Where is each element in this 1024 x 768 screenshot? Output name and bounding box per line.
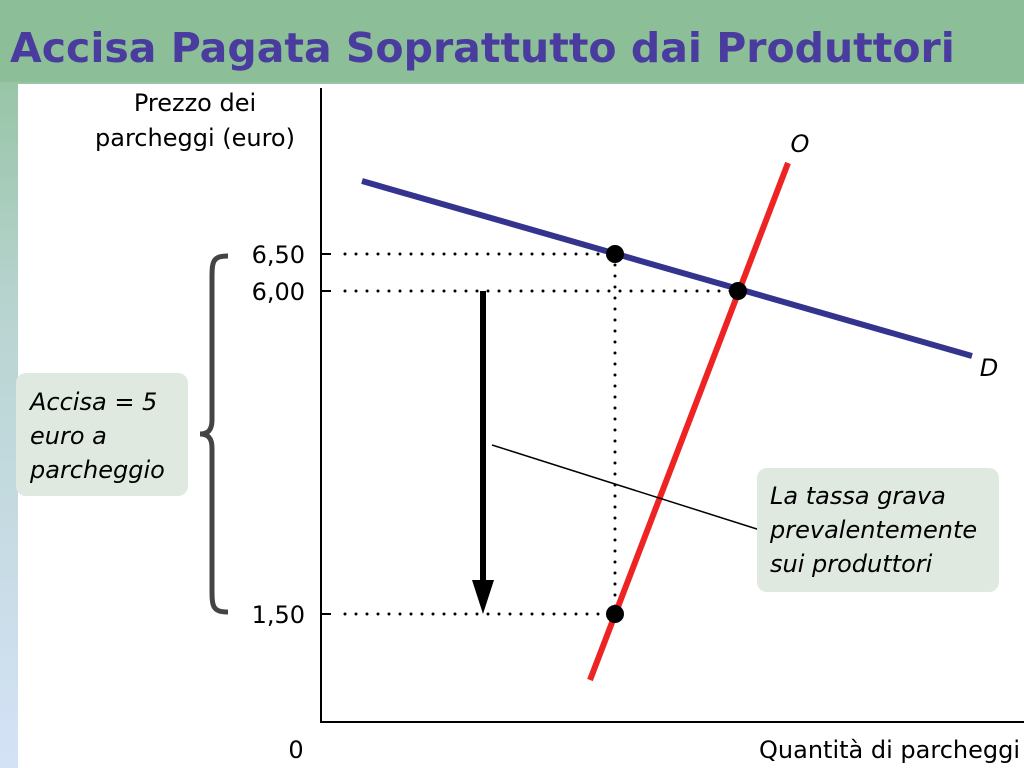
origin-label: 0: [288, 736, 303, 764]
title: Accisa Pagata Soprattutto dai Produttori: [10, 24, 955, 72]
y-axis-label: Prezzo dei: [134, 89, 256, 117]
note-box: [757, 468, 999, 592]
title-bar: [0, 0, 1024, 82]
demand-label: D: [980, 354, 998, 382]
demand-curve: [361, 178, 973, 359]
price-label: 6,50: [252, 241, 305, 269]
tax-box: [16, 373, 188, 496]
guide-lines: [343, 252, 740, 616]
supply-curve: [587, 161, 791, 682]
price-label: 1,50: [252, 601, 305, 629]
y-axis-label: parcheggi (euro): [95, 124, 295, 152]
arrow-head: [472, 580, 494, 614]
ticks: [321, 253, 331, 615]
note-box-text: sui produttori: [770, 550, 933, 578]
tax-box-text: euro a: [30, 422, 107, 450]
x-axis-label: Quantità di parcheggi: [759, 736, 1020, 764]
pointer-line: [491, 444, 761, 531]
brace: [199, 253, 229, 615]
points: [606, 245, 747, 623]
note-box-text: prevalentemente: [769, 516, 977, 544]
note-box-text: La tassa grava: [770, 482, 946, 510]
tax-box-text: parcheggio: [29, 456, 165, 484]
supply-label: O: [791, 130, 810, 158]
tax-box-text: Accisa = 5: [28, 388, 157, 416]
price-label: 6,00: [252, 278, 305, 306]
